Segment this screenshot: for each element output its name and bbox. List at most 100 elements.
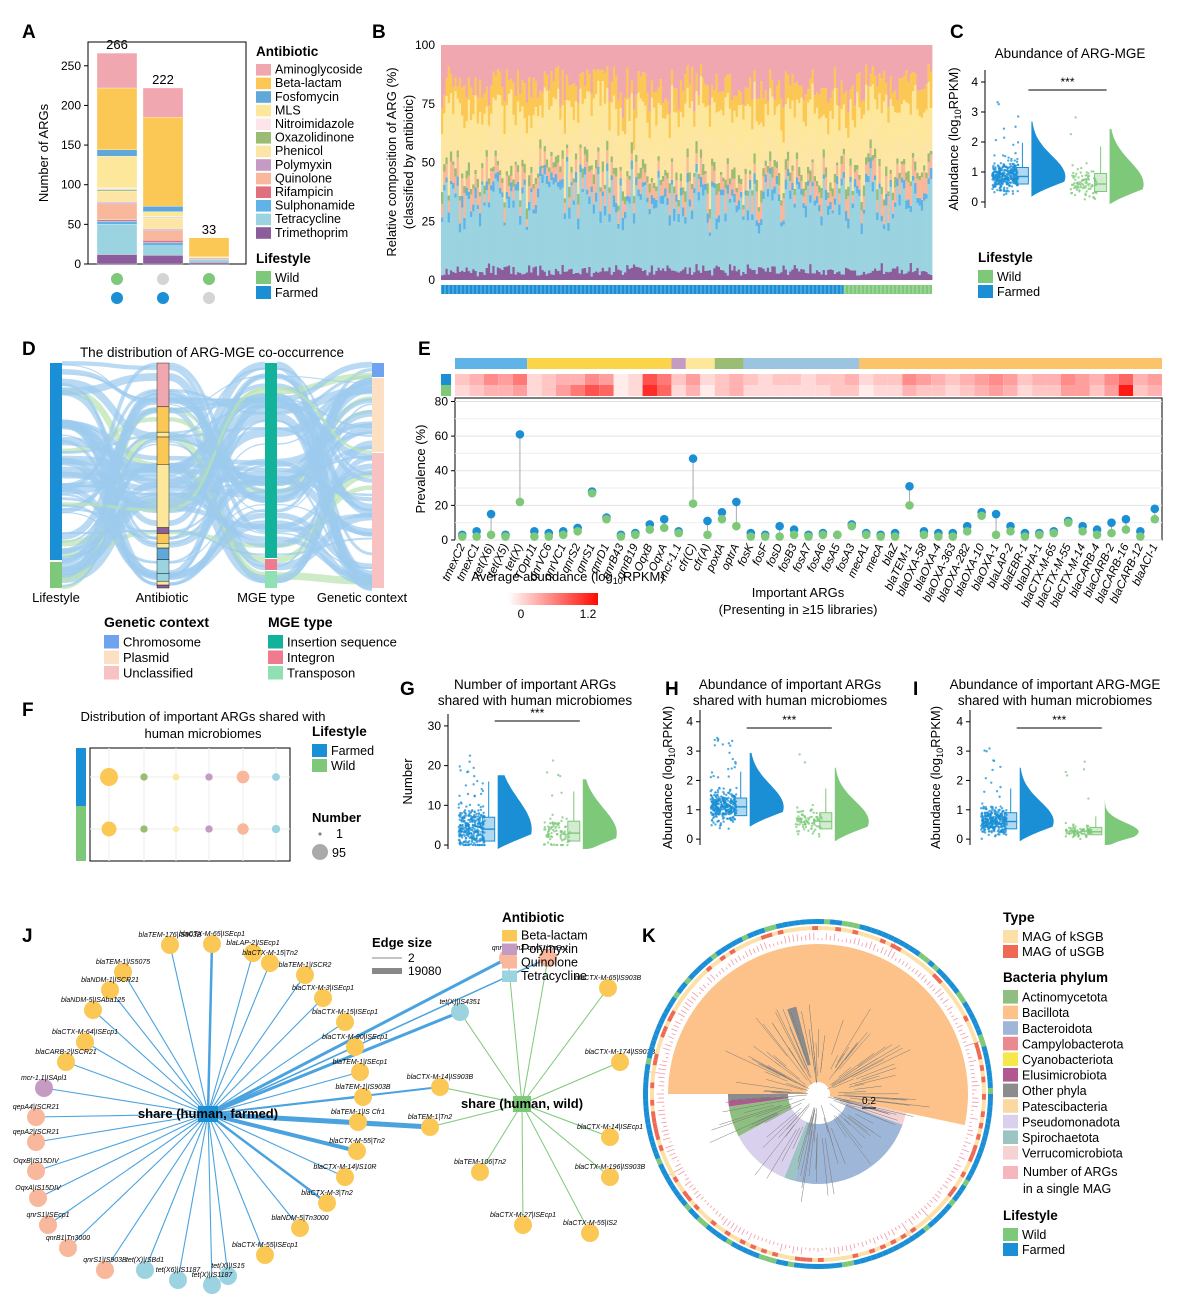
- arg-count-bar: [877, 1236, 879, 1240]
- point-farmed: [1122, 515, 1131, 524]
- panel-letter-k: K: [642, 926, 656, 947]
- heat-row-key-farmed: [441, 374, 451, 385]
- point-wild: [948, 532, 957, 541]
- bar-segment-rifampicin: [143, 240, 183, 242]
- arg-count-bar: [955, 1164, 961, 1167]
- heat-cell-wild: [1032, 385, 1046, 396]
- arg-count-bar: [909, 1219, 913, 1225]
- data-point: [1014, 152, 1016, 154]
- data-point: [728, 804, 730, 806]
- data-point: [1007, 190, 1009, 192]
- data-point: [478, 817, 480, 819]
- data-point: [550, 832, 552, 834]
- data-point: [717, 776, 719, 778]
- data-point: [1081, 175, 1083, 177]
- panel-letter-g: G: [400, 679, 415, 700]
- size-legend-max: 95: [332, 846, 346, 860]
- point-wild: [718, 515, 727, 524]
- data-point: [711, 798, 713, 800]
- data-point: [815, 816, 817, 818]
- data-point: [983, 815, 985, 817]
- data-point: [985, 777, 987, 779]
- edge-legend-max: 19080: [408, 964, 442, 978]
- data-point: [1013, 165, 1015, 167]
- data-point: [727, 827, 729, 829]
- data-point: [712, 775, 714, 777]
- node-label: blaCTX-M-55|IS2: [563, 1220, 617, 1227]
- panel-letter-b: B: [372, 22, 386, 43]
- data-point: [808, 818, 810, 820]
- arg-count-bar: [685, 1174, 687, 1175]
- arg-count-bar: [742, 1229, 745, 1234]
- data-point: [730, 800, 732, 802]
- network-edge-wild: [522, 988, 608, 1104]
- data-point: [553, 830, 555, 832]
- data-point: [480, 809, 482, 811]
- panel-letter-c: C: [950, 22, 964, 43]
- data-point: [1072, 172, 1074, 174]
- data-point: [981, 823, 983, 825]
- data-point: [1007, 159, 1009, 161]
- arg-count-bar: [747, 1231, 749, 1234]
- antibiotic-legend-swatch: [256, 91, 271, 103]
- data-point: [998, 796, 1000, 798]
- data-point: [734, 766, 736, 768]
- lifestyle-dot: [111, 273, 123, 285]
- data-point: [1076, 189, 1078, 191]
- y-tick-label: 0: [686, 832, 693, 846]
- data-point: [1006, 187, 1008, 189]
- data-point: [725, 804, 727, 806]
- arg-count-bar: [964, 1142, 970, 1144]
- point-wild: [544, 532, 553, 541]
- data-point: [559, 831, 561, 833]
- dot-polymyxin: [205, 825, 212, 832]
- data-point: [1089, 188, 1091, 190]
- bar-segment-aminoglycoside: [97, 53, 137, 88]
- point-wild: [472, 532, 481, 541]
- data-point: [469, 754, 471, 756]
- data-point: [992, 184, 994, 186]
- data-point: [1070, 827, 1072, 829]
- point-wild: [847, 522, 856, 531]
- arg-count-bar: [773, 1242, 774, 1245]
- data-point: [811, 816, 813, 818]
- antibiotic-legend-label: Phenicol: [275, 144, 323, 158]
- edge-legend-min: 2: [408, 951, 415, 965]
- data-point: [464, 824, 466, 826]
- node-label: tet(X)|IS4351: [439, 999, 480, 1006]
- arg-count-bar: [678, 1013, 685, 1017]
- y-tick-label: 60: [435, 429, 449, 443]
- network-antibiotic-legend-swatch: [502, 971, 517, 983]
- point-wild: [1078, 527, 1087, 536]
- data-point: [718, 787, 720, 789]
- data-point: [718, 798, 720, 800]
- data-point: [551, 814, 553, 816]
- data-point: [477, 815, 479, 817]
- data-point: [1005, 834, 1007, 836]
- data-point: [735, 787, 737, 789]
- heat-cell-wild: [585, 385, 599, 396]
- data-point: [1065, 771, 1067, 773]
- heat-cell-wild: [1061, 385, 1075, 396]
- data-point: [1084, 198, 1086, 200]
- arg-count-bar: [912, 1216, 915, 1220]
- lifestyle-legend-label: Wild: [275, 271, 299, 285]
- dot-tetracycline: [272, 773, 280, 781]
- arg-count-bar: [701, 1197, 704, 1199]
- data-point: [472, 844, 474, 846]
- y-tick-label: 250: [61, 59, 81, 73]
- data-point: [477, 844, 479, 846]
- heat-cell-farmed: [585, 374, 599, 385]
- arg-count-bar: [704, 1200, 706, 1202]
- arg-count-bar: [663, 1126, 667, 1127]
- half-violin: [498, 775, 532, 849]
- point-wild: [804, 532, 813, 541]
- data-point: [543, 828, 545, 830]
- heat-cell-wild: [787, 385, 801, 396]
- node-label: qnrS1|ISEcp1: [26, 1212, 69, 1219]
- heat-cell-farmed: [946, 374, 960, 385]
- node-label: blaCTX-M-3|ISEcp1: [292, 985, 354, 992]
- size-legend-dot-max: [312, 844, 328, 860]
- data-point: [714, 739, 716, 741]
